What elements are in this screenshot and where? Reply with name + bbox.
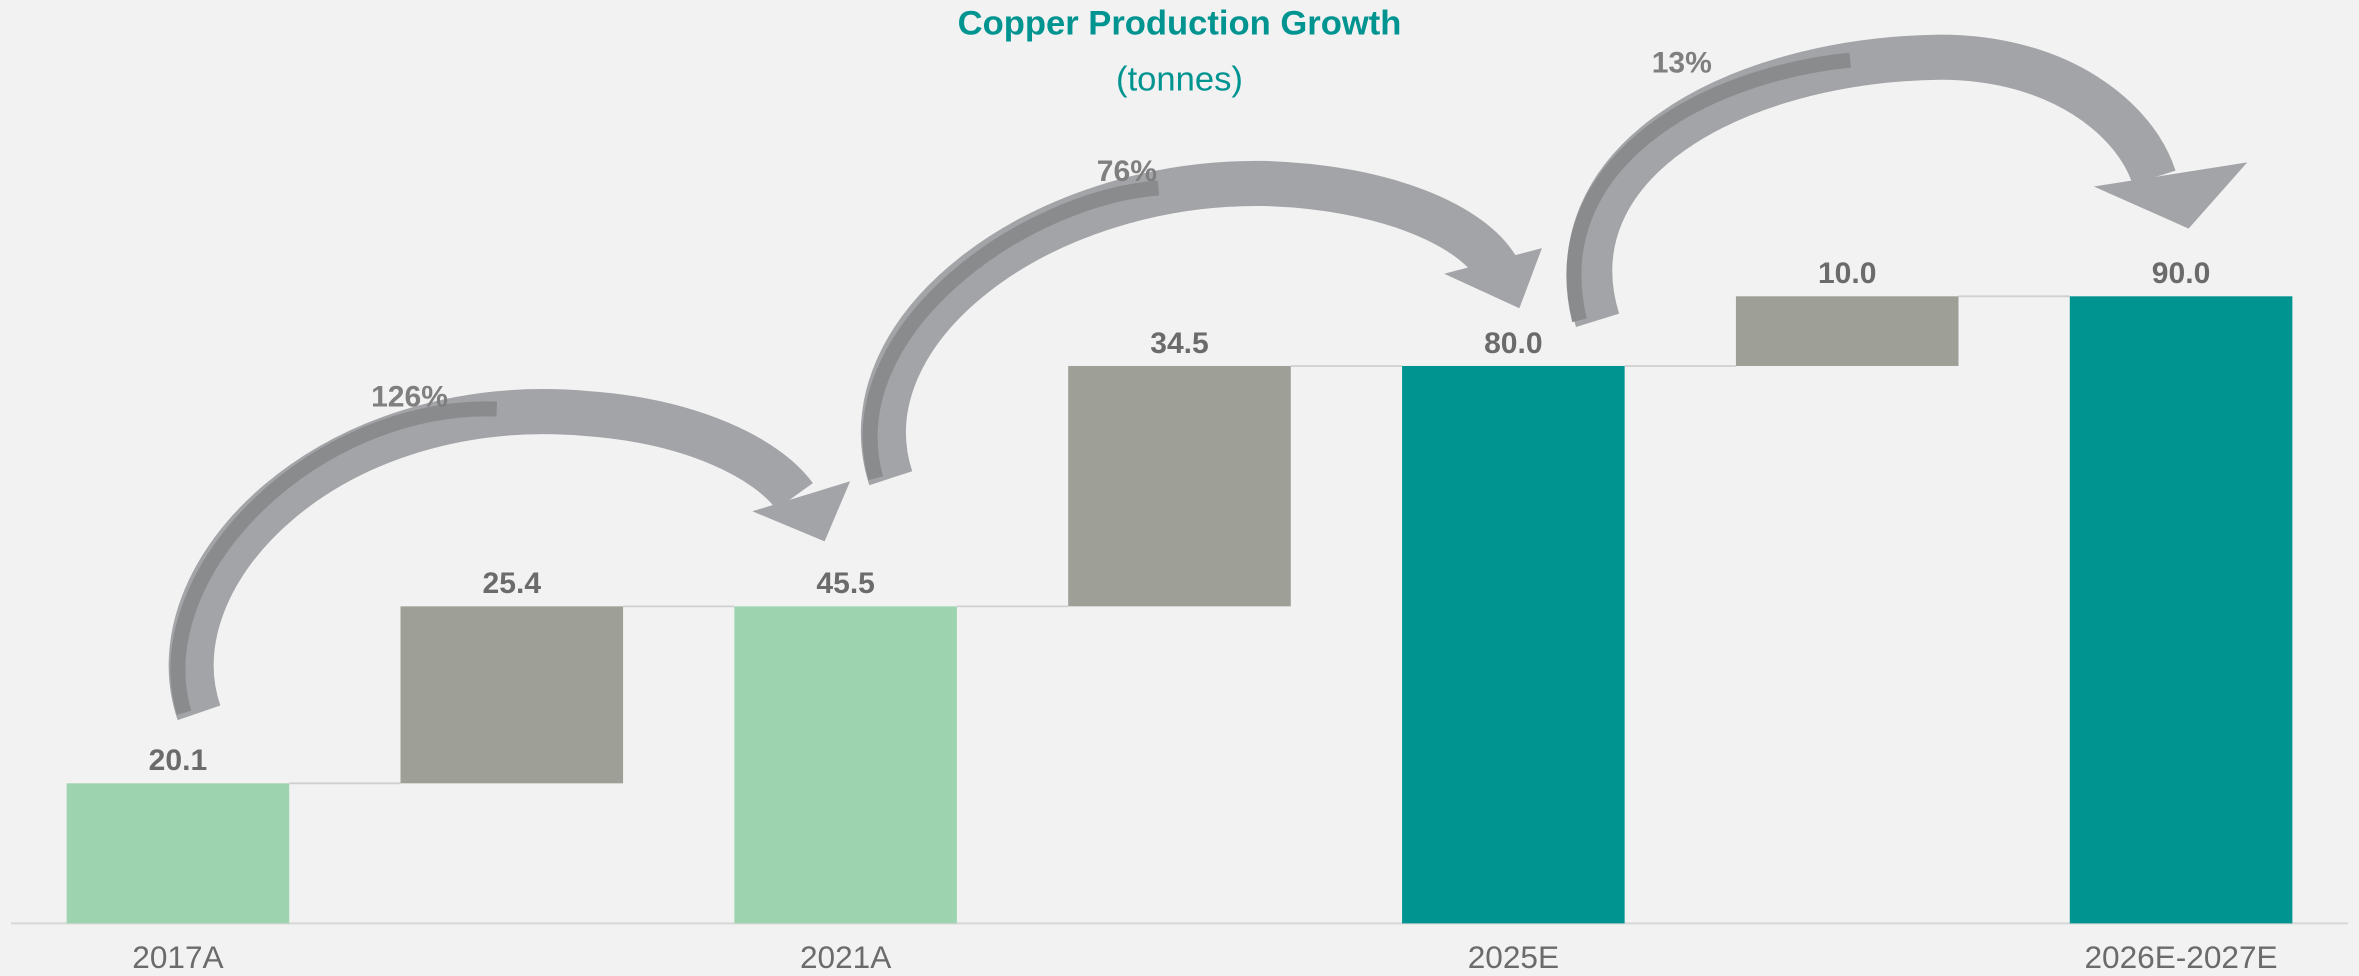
growth-label: 76% (1097, 155, 1157, 188)
arrow-head (752, 481, 851, 542)
value-label: 90.0 (2152, 257, 2211, 290)
arrow-shade (862, 180, 1160, 481)
bar (2069, 296, 2293, 924)
arrow-head (1444, 248, 1542, 309)
arrow (1567, 34, 2176, 327)
chart-subtitle: (tonnes) (1116, 60, 1243, 98)
value-label: 10.0 (1818, 257, 1877, 290)
arrow-shade (170, 401, 497, 715)
growth-label: 126% (371, 380, 448, 413)
bar (1402, 365, 1625, 924)
arrow (168, 389, 813, 721)
bar (400, 606, 624, 784)
growth-arrows (168, 34, 2248, 721)
value-label: 34.5 (1150, 327, 1209, 360)
value-label: 80.0 (1484, 327, 1543, 360)
arrow-shade (1566, 52, 1851, 323)
bar (734, 606, 957, 924)
value-label: 45.5 (816, 567, 875, 600)
arrow (860, 160, 1519, 486)
x-tick-label: 2025E (1468, 939, 1559, 975)
chart-title: Copper Production Growth (958, 5, 1402, 43)
growth-label: 13% (1652, 47, 1712, 80)
arrow-head (2093, 162, 2248, 229)
x-tick-label: 2026E-2027E (2084, 939, 2277, 975)
bar (1068, 365, 1291, 607)
bar (66, 783, 290, 924)
bar (1735, 296, 1959, 366)
value-label: 20.1 (149, 744, 208, 777)
x-tick-label: 2021A (800, 939, 891, 975)
x-tick-label: 2017A (132, 939, 223, 975)
value-label: 25.4 (483, 567, 542, 600)
